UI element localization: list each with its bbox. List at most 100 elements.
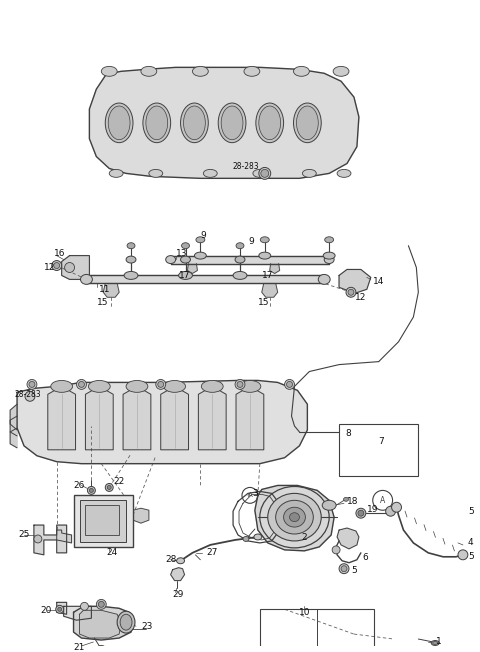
Text: 11: 11 <box>99 285 111 294</box>
Ellipse shape <box>233 271 247 280</box>
Polygon shape <box>337 528 359 549</box>
Polygon shape <box>10 416 17 436</box>
Text: A: A <box>248 492 252 498</box>
Ellipse shape <box>202 381 223 393</box>
Text: 12: 12 <box>355 293 366 302</box>
Circle shape <box>385 506 396 516</box>
Ellipse shape <box>432 642 438 644</box>
Polygon shape <box>270 263 280 273</box>
Polygon shape <box>10 428 17 448</box>
Ellipse shape <box>101 67 117 76</box>
Circle shape <box>287 381 292 387</box>
Polygon shape <box>10 404 17 430</box>
Circle shape <box>261 170 269 177</box>
Ellipse shape <box>194 252 206 259</box>
Text: 17: 17 <box>262 271 273 280</box>
Text: 5: 5 <box>468 507 474 516</box>
Circle shape <box>58 607 61 612</box>
Text: 5: 5 <box>468 552 474 561</box>
Text: 18: 18 <box>347 497 359 506</box>
Ellipse shape <box>324 256 334 263</box>
Circle shape <box>105 484 113 492</box>
Ellipse shape <box>164 381 185 393</box>
Polygon shape <box>34 525 67 555</box>
Circle shape <box>358 511 364 516</box>
Polygon shape <box>133 509 149 523</box>
Text: 25: 25 <box>18 531 29 539</box>
Polygon shape <box>171 256 329 263</box>
Text: 28-283: 28-283 <box>232 162 259 171</box>
Circle shape <box>56 605 64 614</box>
Ellipse shape <box>180 103 208 143</box>
Circle shape <box>158 381 164 387</box>
Polygon shape <box>123 387 151 450</box>
Ellipse shape <box>221 106 243 140</box>
Circle shape <box>341 566 347 572</box>
Circle shape <box>52 261 61 271</box>
Ellipse shape <box>253 170 267 177</box>
Ellipse shape <box>204 170 217 177</box>
Ellipse shape <box>127 243 135 248</box>
Ellipse shape <box>344 497 348 501</box>
Ellipse shape <box>302 170 316 177</box>
Circle shape <box>339 564 349 574</box>
Circle shape <box>27 379 37 389</box>
Ellipse shape <box>259 252 271 259</box>
Ellipse shape <box>124 271 138 280</box>
Circle shape <box>25 391 35 401</box>
Ellipse shape <box>337 170 351 177</box>
Polygon shape <box>80 610 121 638</box>
Text: 19: 19 <box>367 505 378 514</box>
Text: 23: 23 <box>141 621 152 630</box>
Text: 27: 27 <box>206 548 218 557</box>
Ellipse shape <box>297 106 318 140</box>
Text: 24: 24 <box>106 548 118 557</box>
Text: 6: 6 <box>363 554 369 562</box>
Ellipse shape <box>105 103 133 143</box>
Text: 9: 9 <box>248 237 253 246</box>
Ellipse shape <box>180 256 191 263</box>
Circle shape <box>237 381 243 387</box>
Text: 29: 29 <box>173 590 184 599</box>
Text: 26: 26 <box>73 481 85 490</box>
Polygon shape <box>89 67 359 179</box>
Ellipse shape <box>431 640 439 645</box>
Ellipse shape <box>81 274 92 284</box>
Bar <box>73 496 133 547</box>
Ellipse shape <box>260 237 269 243</box>
Polygon shape <box>198 387 226 450</box>
Ellipse shape <box>146 106 168 140</box>
Circle shape <box>89 488 94 492</box>
Text: 14: 14 <box>373 277 384 286</box>
Text: 28-283: 28-283 <box>14 390 41 399</box>
Ellipse shape <box>236 243 244 248</box>
Ellipse shape <box>218 103 246 143</box>
Ellipse shape <box>239 381 261 393</box>
Ellipse shape <box>143 103 171 143</box>
Ellipse shape <box>318 274 330 284</box>
Ellipse shape <box>259 106 281 140</box>
Polygon shape <box>48 387 75 450</box>
Polygon shape <box>57 530 72 543</box>
Circle shape <box>54 263 60 269</box>
Polygon shape <box>61 256 89 280</box>
Ellipse shape <box>149 170 163 177</box>
Bar <box>339 424 419 475</box>
Ellipse shape <box>293 67 309 76</box>
Circle shape <box>98 601 104 607</box>
Circle shape <box>107 486 111 490</box>
Text: 28: 28 <box>166 556 177 564</box>
Circle shape <box>96 599 106 610</box>
Ellipse shape <box>97 645 105 651</box>
Polygon shape <box>171 568 184 580</box>
Circle shape <box>29 381 35 387</box>
Circle shape <box>235 379 245 389</box>
Polygon shape <box>17 381 307 464</box>
Text: 12: 12 <box>44 263 55 272</box>
Text: 7: 7 <box>379 437 384 447</box>
Ellipse shape <box>289 512 300 522</box>
Circle shape <box>392 502 401 512</box>
Bar <box>85 505 119 535</box>
Ellipse shape <box>108 106 130 140</box>
Ellipse shape <box>333 67 349 76</box>
